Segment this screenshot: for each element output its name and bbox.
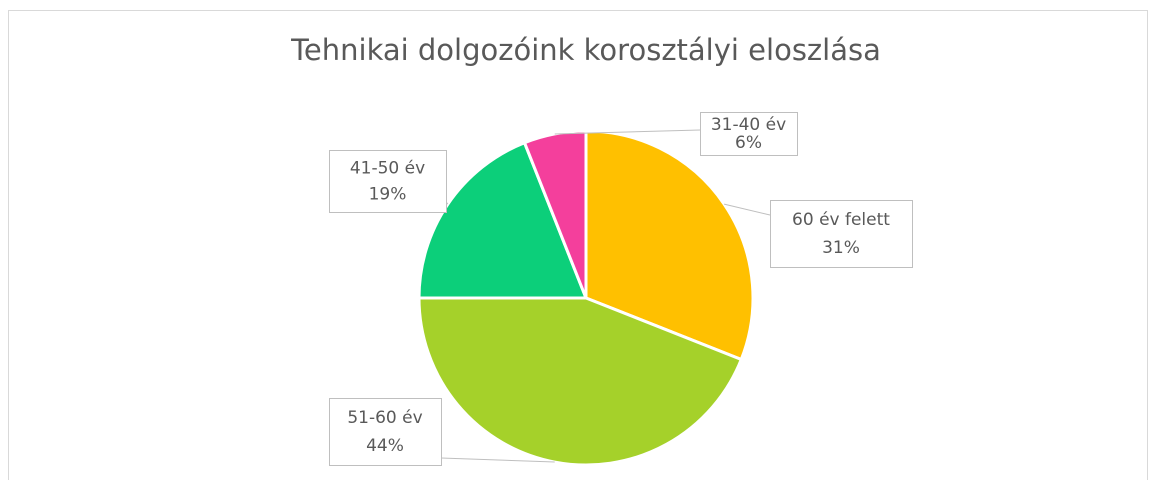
leader-line: [724, 203, 771, 216]
label-box: [329, 398, 442, 466]
value-label: 19%: [369, 185, 407, 205]
leader-line: [554, 129, 701, 135]
category-label: 60 év felett: [792, 210, 890, 230]
pie-slice: [417, 140, 589, 300]
category-label: 41-50 év: [350, 159, 425, 179]
value-label: 6%: [735, 133, 762, 153]
pie-slice: [522, 129, 588, 299]
label-box: [329, 150, 447, 213]
chart-title: Tehnikai dolgozóink korosztályi eloszlás…: [290, 33, 881, 67]
category-label: 51-60 év: [347, 408, 422, 428]
label-box: [700, 112, 798, 156]
value-label: 31%: [822, 238, 860, 258]
label-box: [770, 200, 913, 268]
pie-slice: [417, 296, 744, 467]
leader-line: [440, 457, 555, 463]
value-label: 44%: [366, 436, 404, 456]
category-label: 31-40 év: [711, 115, 786, 135]
pie-slice: [584, 129, 755, 362]
